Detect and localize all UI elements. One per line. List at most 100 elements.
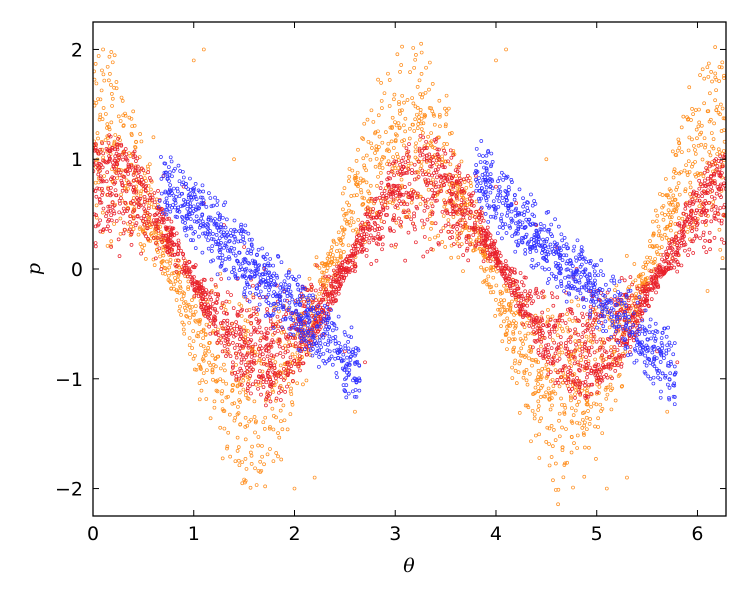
scatter-point-series-3	[564, 427, 568, 431]
scatter-point-series-3	[654, 244, 659, 248]
scatter-point-series-3	[347, 174, 352, 179]
scatter-point-series-3	[626, 287, 630, 291]
scatter-point-series-3	[431, 247, 435, 252]
scatter-point-series-3	[677, 216, 681, 220]
scatter-point-series-3	[662, 232, 667, 237]
scatter-point-series-3	[650, 269, 655, 274]
scatter-point-series-3	[373, 164, 378, 169]
scatter-point-series-3	[346, 179, 351, 183]
scatter-point-series-3	[554, 327, 559, 332]
scatter-point-series-3	[553, 391, 558, 396]
scatter-point-series-3	[102, 78, 107, 83]
scatter-point-series-3	[273, 360, 278, 364]
scatter-point-series-3	[502, 310, 507, 314]
scatter-point-series-3	[132, 123, 137, 128]
scatter-point-series-3	[517, 330, 522, 335]
scatter-point-series-3	[530, 363, 534, 368]
scatter-point-series-3	[93, 77, 97, 82]
scatter-point-series-3	[675, 202, 680, 206]
scatter-point-series-3	[395, 154, 400, 159]
scatter-point-series-3	[415, 84, 420, 89]
scatter-point-series-3	[354, 227, 359, 232]
scatter-point-series-3	[672, 198, 677, 202]
scatter-point-series-3	[470, 242, 475, 246]
scatter-point-series-3	[412, 65, 416, 70]
scatter-point-series-3	[508, 307, 513, 311]
scatter-point-series-3	[271, 389, 276, 394]
scatter-point-series-3	[400, 44, 404, 49]
scatter-point-series-3	[207, 341, 212, 345]
scatter-point-series-3	[347, 167, 352, 171]
scatter-point-series-3	[112, 53, 117, 58]
scatter-point-series-3	[510, 376, 515, 380]
scatter-point-series-3	[358, 176, 363, 181]
scatter-point-series-3	[440, 161, 444, 165]
scatter-point-series-3	[110, 96, 115, 101]
scatter-point-series-3	[93, 69, 96, 74]
scatter-point-series-3	[392, 97, 396, 102]
scatter-point-series-3	[719, 102, 723, 107]
scatter-point-series-3	[653, 257, 657, 261]
scatter-point-series-3	[419, 121, 424, 126]
scatter-point-series-3	[347, 219, 351, 224]
scatter-point-series-3	[486, 274, 491, 279]
scatter-point-series-3	[193, 309, 198, 314]
scatter-point-series-3	[413, 117, 418, 122]
scatter-point-series-3	[409, 200, 414, 205]
scatter-point-series-3	[241, 387, 246, 392]
scatter-point-series-3	[702, 136, 707, 141]
scatter-point-series-3	[604, 486, 609, 491]
scatter-point-series-3	[589, 404, 593, 409]
scatter-point-series-3	[118, 119, 123, 123]
scatter-point-series-3	[389, 139, 394, 144]
scatter-point-series-3	[332, 262, 336, 266]
scatter-point-series-3	[698, 73, 702, 77]
scatter-point-series-3	[279, 330, 284, 335]
scatter-point-series-3	[419, 164, 424, 168]
scatter-point-series-3	[619, 384, 624, 389]
scatter-point-series-3	[565, 384, 570, 388]
scatter-point-series-3	[103, 138, 108, 142]
scatter-point-series-3	[517, 361, 522, 366]
scatter-point-series-3	[276, 454, 280, 459]
scatter-point-series-3	[243, 373, 248, 378]
scatter-point-series-3	[133, 145, 138, 150]
scatter-point-series-3	[105, 134, 110, 139]
scatter-point-series-3	[417, 78, 422, 83]
scatter-point-series-3	[407, 210, 411, 214]
scatter-point-series-3	[582, 433, 586, 437]
scatter-point-series-3	[368, 196, 373, 201]
scatter-point-series-3	[322, 287, 326, 291]
scatter-point-series-3	[154, 231, 158, 236]
scatter-point-series-3	[212, 399, 217, 404]
scatter-point-series-3	[716, 147, 721, 152]
scatter-point-series-3	[614, 283, 619, 288]
scatter-point-series-3	[253, 466, 257, 471]
scatter-point-series-3	[430, 82, 435, 86]
scatter-point-series-3	[657, 229, 662, 234]
scatter-point-series-3	[134, 164, 138, 169]
scatter-point-series-3	[716, 110, 721, 115]
scatter-point-series-3	[205, 368, 209, 373]
scatter-point-series-3	[110, 167, 114, 172]
scatter-point-series-3	[534, 359, 539, 364]
scatter-point-series-3	[258, 459, 263, 464]
scatter-point-series-3	[208, 416, 213, 421]
scatter-point-series-3	[295, 350, 300, 355]
scatter-point-series-3	[613, 398, 618, 403]
scatter-point-series-3	[362, 165, 367, 170]
scatter-point-series-3	[138, 242, 143, 246]
scatter-point-series-3	[596, 425, 600, 429]
scatter-point-series-3	[443, 245, 448, 249]
scatter-point-series-3	[236, 404, 240, 409]
scatter-point-series-3	[437, 114, 442, 119]
scatter-point-series-3	[345, 219, 349, 224]
scatter-point-series-3	[637, 283, 641, 288]
scatter-point-series-3	[571, 485, 575, 490]
scatter-point-series-3	[153, 235, 158, 240]
scatter-point-series-3	[181, 327, 186, 332]
scatter-point-series-3	[182, 322, 186, 327]
scatter-point-series-3	[498, 291, 503, 296]
scatter-point-series-3	[448, 185, 453, 190]
scatter-point-series-3	[590, 340, 595, 345]
